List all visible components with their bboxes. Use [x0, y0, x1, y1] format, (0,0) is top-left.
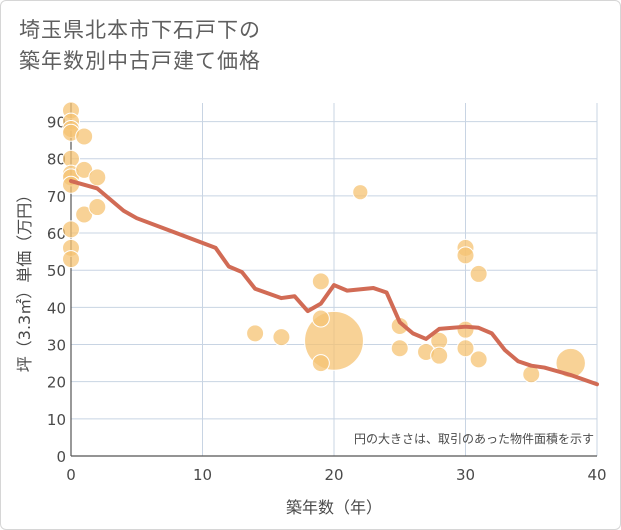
data-bubble: [456, 246, 475, 265]
data-bubble: [272, 328, 291, 347]
data-bubble: [311, 309, 330, 328]
x-axis-label: 築年数（年）: [286, 498, 382, 517]
x-tick-label: 20: [324, 466, 343, 484]
x-tick-label: 40: [587, 466, 606, 484]
data-bubble: [62, 220, 80, 239]
data-bubble: [469, 264, 488, 283]
data-bubble: [352, 184, 369, 201]
data-bubble: [246, 324, 265, 343]
data-bubble: [456, 339, 475, 358]
data-bubble: [469, 350, 488, 369]
data-bubble: [390, 339, 409, 358]
size-annotation: 円の大きさは、取引のあった物件面積を示す: [354, 431, 594, 446]
data-bubble: [62, 250, 80, 269]
y-tick-label: 90: [47, 114, 66, 132]
y-tick-label: 40: [47, 299, 66, 317]
chart-title-line2: 築年数別中古戸建て価格: [19, 49, 261, 73]
y-tick-label: 0: [56, 448, 66, 466]
y-tick-label: 20: [47, 374, 66, 392]
data-bubble: [311, 354, 330, 373]
y-tick-label: 60: [47, 225, 66, 243]
data-bubble: [555, 347, 586, 379]
chart-title: 埼玉県北本市下石戸下の 築年数別中古戸建て価格: [19, 15, 261, 77]
x-tick-label: 30: [456, 466, 475, 484]
data-bubble: [430, 346, 449, 365]
y-tick-label: 30: [47, 337, 66, 355]
data-bubble: [88, 198, 107, 217]
y-tick-label: 10: [47, 411, 66, 429]
y-tick-label: 50: [47, 262, 66, 280]
data-bubble: [456, 320, 475, 339]
data-bubble: [75, 127, 94, 146]
chart-title-line1: 埼玉県北本市下石戸下の: [19, 18, 261, 42]
data-bubble: [311, 272, 330, 291]
y-tick-label: 70: [47, 188, 66, 206]
data-bubble: [88, 168, 107, 187]
x-tick-label: 10: [193, 466, 212, 484]
trend-line: [69, 179, 599, 387]
y-axis-label: 坪（3.3㎡）単価（万円）: [15, 187, 34, 372]
y-tick-label: 80: [47, 151, 66, 169]
x-tick-label: 0: [66, 466, 76, 484]
